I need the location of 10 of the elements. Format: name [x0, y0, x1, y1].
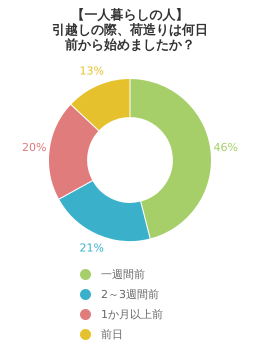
legend-label: 前日	[101, 327, 123, 342]
data-label: 13%	[79, 64, 104, 78]
chart-title: 【一人暮らしの人】	[70, 8, 190, 23]
legend-label: 2～3週間前	[101, 287, 159, 302]
legend-label: 1か月以上前	[101, 307, 163, 322]
legend-label: 一週間前	[101, 267, 145, 282]
data-label: 20%	[22, 140, 46, 154]
chart-subtitle: 引越しの際、荷造りは何日前から始めましたか？	[51, 23, 209, 53]
data-label: 46%	[214, 140, 238, 154]
data-label: 21%	[79, 241, 104, 254]
